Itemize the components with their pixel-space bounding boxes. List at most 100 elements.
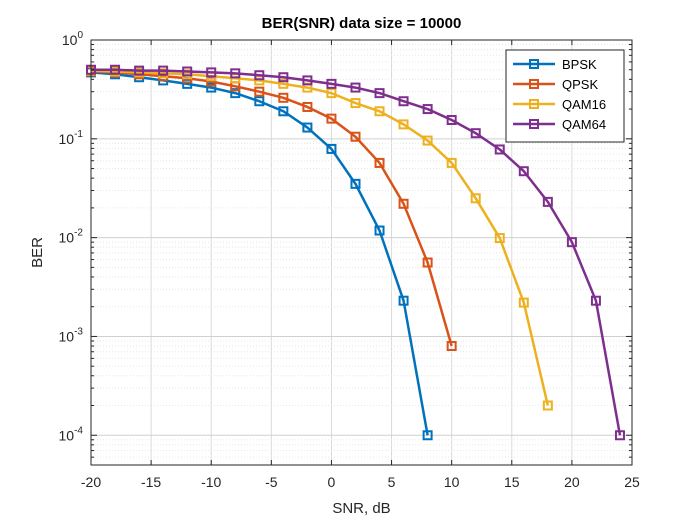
legend-label: QAM64 [562,117,606,132]
y-tick-label: 10-2 [59,228,84,246]
data-point-marker [278,106,289,117]
y-tick-base: 10 [59,328,75,344]
data-point-marker [302,122,313,133]
y-tick-label: 10-1 [59,129,84,147]
data-point-marker [614,430,625,441]
legend-box [505,49,625,143]
data-point-marker [110,64,121,75]
legend-item-qam64: QAM64 [513,117,606,132]
y-axis-label: BER [29,237,46,268]
data-point-marker [350,131,361,142]
data-point-marker [590,295,601,306]
x-tick-label: -5 [265,474,278,490]
y-tick-label: 10-4 [59,425,84,443]
legend-item-qam16: QAM16 [513,97,606,112]
data-point-marker [422,135,433,146]
legend-marker [529,79,539,89]
data-point-marker [374,88,385,99]
data-point-marker [422,257,433,268]
legend-item-bpsk: BPSK [513,57,597,72]
data-point-marker [518,166,529,177]
y-tick-label: 100 [62,30,84,48]
data-point-marker [398,198,409,209]
data-point-marker [350,178,361,189]
x-tick-label: -20 [81,474,101,490]
data-point-marker [350,82,361,93]
legend-marker [529,99,539,109]
legend-label: QAM16 [562,97,606,112]
y-tick-exponent: -3 [74,326,83,337]
x-tick-label: -15 [141,474,161,490]
series-line [90,71,429,436]
y-tick-base: 10 [59,427,75,443]
data-point-marker [326,113,337,124]
data-point-marker [254,86,265,97]
data-point-marker [374,157,385,168]
data-point-marker [470,128,481,139]
data-point-marker [206,76,217,87]
x-tick-label: 25 [624,474,640,490]
x-axis-label: SNR, dB [332,500,390,517]
legend-marker [529,119,539,129]
y-tick-base: 10 [59,230,75,246]
chart-title: BER(SNR) data size = 10000 [262,15,462,32]
data-point-marker [326,143,337,154]
y-tick-exponent: -1 [74,129,83,140]
data-point-marker [470,193,481,204]
legend-label: BPSK [562,57,597,72]
data-point-marker [494,144,505,155]
data-point-marker [374,225,385,236]
legend-label: QPSK [562,77,598,92]
data-point-marker [374,106,385,117]
data-point-marker [278,92,289,103]
x-tick-label: 15 [504,474,520,490]
series-line [91,68,622,436]
data-point-marker [350,98,361,109]
y-tick-label: 10-3 [59,326,84,344]
x-tick-label: 5 [388,474,396,490]
data-point-marker [158,65,169,76]
data-point-marker [422,430,433,441]
data-point-marker [518,297,529,308]
data-point-marker [254,70,265,81]
series-qam64 [86,64,625,441]
y-tick-base: 10 [59,131,75,147]
data-point-marker [302,75,313,86]
data-point-marker [398,295,409,306]
x-tick-label: 20 [564,474,580,490]
x-tick-label: -10 [201,474,221,490]
data-point-marker [326,88,337,99]
data-point-marker [134,65,145,76]
data-point-marker [302,101,313,112]
series-layer [86,64,625,441]
x-tick-label: 10 [444,474,460,490]
y-tick-exponent: -2 [74,228,83,239]
data-point-marker [542,196,553,207]
data-point-marker [206,82,217,93]
data-point-marker [230,88,241,99]
x-tick-label: 0 [328,474,336,490]
legend-item-qpsk: QPSK [513,77,598,92]
data-point-marker [326,78,337,89]
data-point-marker [182,66,193,77]
data-point-marker [278,72,289,83]
y-tick-base: 10 [62,32,78,48]
data-point-marker [278,78,289,89]
data-point-marker [254,96,265,107]
y-tick-exponent: 0 [77,30,83,41]
data-point-marker [446,341,457,352]
data-point-marker [398,96,409,107]
legend-marker [529,59,539,69]
data-point-marker [542,400,553,411]
series-line [90,70,453,347]
data-point-marker [230,68,241,79]
data-point-marker [494,233,505,244]
data-point-marker [422,104,433,115]
data-point-marker [446,115,457,126]
data-point-marker [398,119,409,130]
data-point-marker [566,237,577,248]
y-tick-exponent: -4 [74,425,83,436]
legend: BPSK QPSK QAM16 QAM64 [505,49,625,143]
